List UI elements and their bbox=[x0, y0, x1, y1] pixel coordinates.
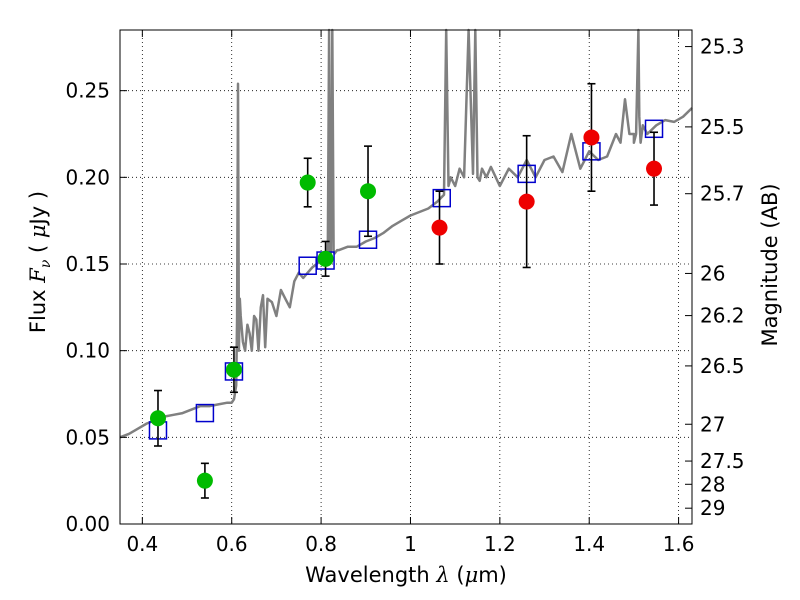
right-y-tick-label: 27.5 bbox=[700, 449, 745, 473]
y-tick-label: 0.10 bbox=[65, 339, 110, 363]
x-tick-label: 0.8 bbox=[305, 532, 337, 556]
y-tick-label: 0.15 bbox=[65, 252, 110, 276]
right-y-tick-label: 28 bbox=[700, 472, 725, 496]
axis-ticks: 0.4 0.6 0.8 1 1.2 1.4 1.6 0.00 0.05 0.10 0.15 0.20 0… bbox=[65, 30, 745, 556]
right-y-tick-label: 27 bbox=[700, 412, 725, 436]
model-band-point bbox=[195, 403, 215, 423]
x-axis-title: Wavelength λ (μm) bbox=[305, 563, 507, 587]
observed-flux-point bbox=[646, 160, 663, 177]
grid bbox=[120, 30, 692, 525]
observed-flux-point bbox=[360, 183, 377, 200]
y-tick-label: 0.25 bbox=[65, 79, 110, 103]
plot-area bbox=[119, 28, 693, 499]
x-tick-label: 1 bbox=[404, 532, 417, 556]
model-spectrum-line bbox=[119, 28, 693, 439]
x-tick-label: 1.6 bbox=[663, 532, 695, 556]
model-band-point bbox=[432, 188, 451, 208]
observed-flux-point bbox=[149, 410, 166, 427]
right-y-tick-label: 29 bbox=[700, 496, 725, 520]
model-band-point bbox=[298, 256, 317, 275]
observed-flux-point bbox=[583, 129, 600, 146]
right-y-tick-label: 26.5 bbox=[700, 354, 745, 378]
y-tick-label: 0.20 bbox=[65, 165, 110, 189]
right-y-tick-label: 26.2 bbox=[700, 304, 745, 328]
y-tick-label: 0.00 bbox=[65, 512, 110, 536]
y-axis-title: Flux Fν ( μJy ) bbox=[26, 191, 54, 333]
x-tick-label: 1.4 bbox=[573, 532, 605, 556]
plot-frame bbox=[119, 29, 693, 525]
observed-flux-point bbox=[299, 174, 316, 191]
right-y-tick-label: 25.3 bbox=[700, 35, 745, 59]
observed-flux-point bbox=[225, 361, 242, 378]
x-tick-label: 0.6 bbox=[216, 532, 248, 556]
observed-flux-point bbox=[431, 219, 448, 236]
x-tick-label: 0.4 bbox=[126, 532, 158, 556]
right-axis-title: Magnitude (AB) bbox=[758, 183, 782, 346]
right-y-tick-label: 26 bbox=[700, 261, 725, 285]
observed-flux-point bbox=[317, 250, 334, 267]
right-y-tick-label: 25.5 bbox=[700, 115, 745, 139]
observed-flux-point bbox=[196, 472, 213, 489]
y-tick-label: 0.05 bbox=[65, 425, 110, 449]
right-y-tick-label: 25.7 bbox=[700, 182, 745, 206]
x-tick-label: 1.2 bbox=[484, 532, 516, 556]
observed-flux-point bbox=[518, 193, 535, 210]
